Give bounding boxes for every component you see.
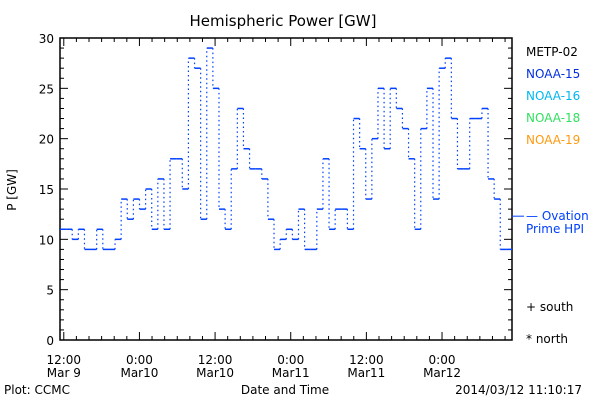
y-tick-label: 0 <box>46 334 54 348</box>
ovation-label-line1: — Ovation <box>526 209 589 223</box>
x-tick-label-time: 12:00 <box>198 353 233 367</box>
x-tick-label-date: Mar 9 <box>47 366 81 380</box>
y-tick-label: 30 <box>39 32 54 46</box>
x-tick-label-time: 0:00 <box>429 353 456 367</box>
legend-entry: NOAA-15 <box>526 67 580 81</box>
x-tick-label-date: Mar12 <box>423 366 461 380</box>
ovation-label-line2: Prime HPI <box>526 222 584 236</box>
footer-plot-source: Plot: CCMC <box>4 383 70 397</box>
legend-entry: METP-02 <box>526 45 578 59</box>
legend-north: * north <box>526 332 568 346</box>
plot-frame <box>59 37 513 341</box>
x-tick-label-time: 12:00 <box>46 353 81 367</box>
x-axis-label: Date and Time <box>241 383 329 397</box>
x-tick-label-time: 12:00 <box>349 353 384 367</box>
y-tick-label: 15 <box>39 183 54 197</box>
footer-timestamp: 2014/03/12 11:10:17 <box>455 383 582 397</box>
x-tick-label-date: Mar10 <box>120 366 158 380</box>
x-tick-label-date: Mar10 <box>196 366 234 380</box>
legend-entry: NOAA-18 <box>526 111 580 125</box>
legend-entry: NOAA-16 <box>526 89 580 103</box>
legend-south: + south <box>526 300 573 314</box>
y-tick-label: 25 <box>39 82 54 96</box>
y-axis-label: P [GW] <box>5 169 19 211</box>
x-tick-label-time: 0:00 <box>277 353 304 367</box>
y-tick-label: 10 <box>39 233 54 247</box>
chart-title: Hemispheric Power [GW] <box>190 12 377 30</box>
y-tick-label: 20 <box>39 133 54 147</box>
x-tick-label-date: Mar11 <box>347 366 385 380</box>
x-tick-label-time: 0:00 <box>126 353 153 367</box>
legend-entry: NOAA-19 <box>526 133 580 147</box>
y-tick-label: 5 <box>46 284 54 298</box>
x-tick-label-date: Mar11 <box>272 366 310 380</box>
